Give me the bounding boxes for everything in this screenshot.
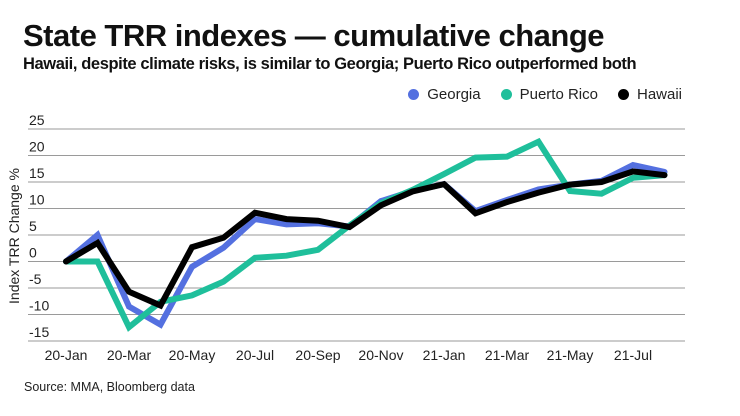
legend-swatch-puerto-rico xyxy=(500,89,512,100)
series-line-puerto-rico xyxy=(63,137,668,332)
x-axis-ticks: 20-Jan 20-Mar 20-May 20-Jul 20-Sep 20-Nov 21-J… xyxy=(45,347,652,363)
x-tick-label: 21-May xyxy=(547,347,594,363)
source-note: Source: MMA, Bloomberg data xyxy=(24,380,195,394)
legend-label-hawaii: Hawaii xyxy=(636,86,682,103)
x-tick-label: 20-Mar xyxy=(107,347,152,363)
x-tick-label: 20-Jul xyxy=(236,347,274,363)
x-tick-label: 21-Jan xyxy=(423,347,466,363)
y-tick-label: -10 xyxy=(29,298,49,314)
x-tick-label: 21-Mar xyxy=(485,347,530,363)
series-line-hawaii xyxy=(63,168,668,310)
y-tick-label: 20 xyxy=(29,139,45,155)
legend-item-puerto-rico: Puerto Rico xyxy=(500,86,598,103)
x-tick-label: 20-Jan xyxy=(45,347,88,363)
legend-item-hawaii: Hawaii xyxy=(617,86,682,103)
y-axis-title: Index TRR Change % xyxy=(6,168,22,304)
legend-label-puerto-rico: Puerto Rico xyxy=(519,86,598,103)
x-tick-label: 20-May xyxy=(169,347,216,363)
y-tick-label: 25 xyxy=(29,112,45,128)
legend-swatch-hawaii xyxy=(617,89,629,100)
legend-label-georgia: Georgia xyxy=(427,86,481,103)
series-lines xyxy=(63,137,668,332)
chart-legend: Georgia Puerto Rico Hawaii xyxy=(408,86,682,103)
chart-title: State TRR indexes — cumulative change xyxy=(23,18,605,53)
gridlines xyxy=(28,128,685,342)
y-tick-label: 10 xyxy=(29,192,45,208)
x-tick-label: 20-Nov xyxy=(358,347,403,363)
y-axis-ticks: -15 -10 -5 0 5 10 15 20 25 xyxy=(29,112,49,340)
y-tick-label: 15 xyxy=(29,165,45,181)
y-tick-label: 5 xyxy=(29,218,37,234)
y-tick-label: 0 xyxy=(29,245,37,261)
y-tick-label: -15 xyxy=(29,324,49,340)
chart-subtitle: Hawaii, despite climate risks, is simila… xyxy=(23,55,637,73)
legend-swatch-georgia xyxy=(408,89,420,100)
y-tick-label: -5 xyxy=(29,271,42,287)
x-tick-label: 20-Sep xyxy=(295,347,340,363)
x-tick-label: 21-Jul xyxy=(614,347,652,363)
legend-item-georgia: Georgia xyxy=(408,86,481,103)
